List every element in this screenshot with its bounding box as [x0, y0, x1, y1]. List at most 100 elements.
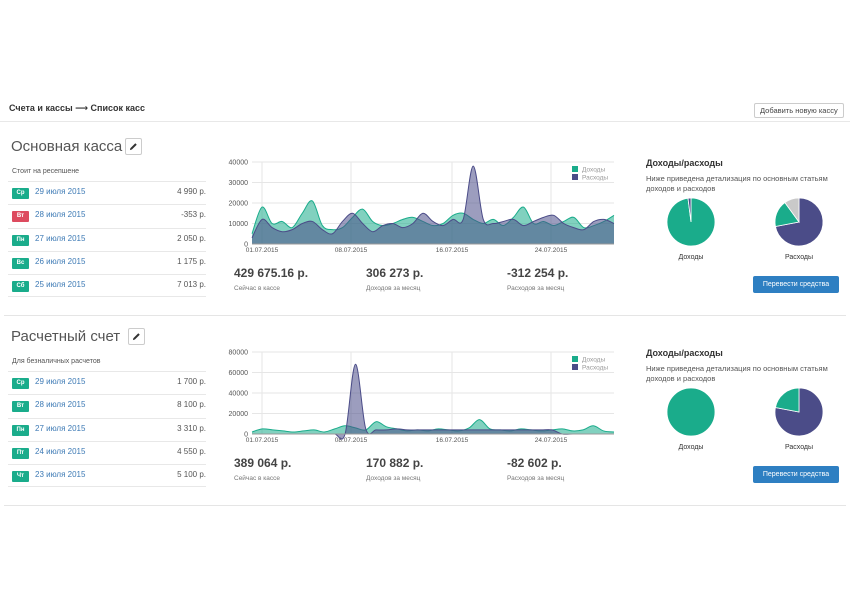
transfer-funds-button[interactable]: Перевести средства [753, 276, 839, 293]
weekday-badge: Вт [12, 401, 29, 413]
list-item[interactable]: Вт 28 июля 2015 8 100 р. [8, 394, 206, 417]
y-tick-label: 20000 [229, 411, 249, 418]
stat-block: 306 273 р. Доходов за месяц [366, 266, 423, 292]
pie-label: Расходы [784, 444, 814, 451]
expense-pie-chart [774, 387, 824, 437]
list-item[interactable]: Пн 27 июля 2015 2 050 р. [8, 227, 206, 251]
list-item[interactable]: Вт 28 июля 2015 -353 р. [8, 204, 206, 227]
list-item[interactable]: Вс 26 июля 2015 1 175 р. [8, 250, 206, 274]
x-tick-label: 01.07.2015 [246, 247, 279, 254]
date-link[interactable]: 28 июля 2015 [35, 210, 86, 220]
legend-swatch [572, 174, 578, 180]
amount: 3 310 р. [177, 423, 206, 433]
x-tick-label: 24.07.2015 [535, 247, 568, 254]
stat-block: -312 254 р. Расходов за месяц [507, 266, 568, 292]
pie-label: Доходы [678, 444, 704, 451]
y-tick-label: 0 [244, 432, 248, 439]
list-item[interactable]: Пт 24 июля 2015 4 550 р. [8, 440, 206, 464]
y-tick-label: 80000 [229, 350, 249, 357]
stat-value: 306 273 р. [366, 266, 424, 280]
x-tick-label: 16.07.2015 [436, 247, 469, 254]
list-item[interactable]: Ср 29 июля 2015 1 700 р. [8, 371, 206, 394]
stat-value: -312 254 р. [507, 266, 569, 280]
amount: 7 013 р. [177, 280, 206, 290]
date-link[interactable]: 26 июля 2015 [35, 256, 86, 266]
area-chart: 0 10000 20000 30000 40000 01.07.2015 08.07.201… [229, 160, 615, 254]
date-link[interactable]: 24 июля 2015 [35, 446, 86, 456]
series-line-expense [252, 363, 614, 440]
weekday-badge: Ср [12, 188, 29, 199]
expense-pie: Расходы [773, 386, 825, 451]
y-tick-label: 10000 [229, 221, 249, 228]
stat-label: Расходов за месяц [507, 285, 565, 292]
legend-label: Доходы [582, 167, 605, 174]
weekday-badge: Пн [12, 234, 29, 246]
date-link[interactable]: 23 июля 2015 [35, 470, 86, 480]
x-tick-label: 08.07.2015 [335, 437, 368, 444]
edit-button[interactable] [125, 138, 142, 155]
stat-block: 429 675.16 р. Сейчас в кассе [234, 266, 308, 292]
pies-description: Ниже приведена детализация по основным с… [646, 174, 828, 193]
series-area-expense [252, 166, 614, 244]
add-cashbox-button[interactable]: Добавить новую кассу [754, 103, 844, 118]
list-item[interactable]: Чт 23 июля 2015 5 100 р. [8, 464, 206, 488]
amount: 8 100 р. [177, 400, 206, 410]
pie-slice [666, 387, 716, 437]
y-tick-label: 60000 [229, 370, 249, 377]
section-subtitle: Стоит на ресепшене [12, 168, 80, 175]
x-tick-label: 24.07.2015 [535, 437, 568, 444]
amount: 1 175 р. [177, 256, 206, 266]
date-link[interactable]: 29 июля 2015 [35, 377, 86, 386]
date-link[interactable]: 28 июля 2015 [35, 400, 86, 410]
legend-swatch [572, 166, 578, 172]
y-tick-label: 40000 [229, 391, 249, 398]
top-bar: Счета и кассы ⟶ Список касс [0, 96, 850, 122]
expense-pie: Расходы [773, 196, 825, 261]
legend-swatch [572, 356, 578, 362]
x-tick-label: 16.07.2015 [436, 437, 469, 444]
pie-slice [774, 387, 824, 437]
y-tick-label: 0 [244, 242, 248, 249]
date-link[interactable]: 29 июля 2015 [35, 187, 86, 196]
transactions-list: Ср 29 июля 2015 1 700 р. Вт 28 июля 2015… [8, 371, 206, 488]
stat-value: 170 882 р. [366, 456, 424, 470]
amount: 5 100 р. [177, 470, 206, 480]
pie-slice [784, 197, 800, 224]
cashbox-section: Основная касса Стоит на ресепшене Ср 29 … [4, 126, 846, 316]
stat-value: 429 675.16 р. [234, 266, 309, 280]
income-pie-chart [666, 387, 716, 437]
stat-label: Расходов за месяц [507, 475, 565, 482]
edit-button[interactable] [128, 328, 145, 345]
date-link[interactable]: 25 июля 2015 [35, 280, 86, 290]
date-link[interactable]: 27 июля 2015 [35, 423, 86, 433]
stat-value: 389 064 р. [234, 456, 292, 470]
pencil-icon [132, 333, 140, 341]
legend-swatch [572, 364, 578, 370]
y-tick-label: 40000 [229, 160, 249, 167]
pies-title: Доходы/расходы [646, 158, 723, 168]
pies-description: Ниже приведена детализация по основным с… [646, 364, 828, 383]
weekday-badge: Пт [12, 447, 29, 459]
stat-label: Доходов за месяц [366, 285, 421, 292]
stat-label: Доходов за месяц [366, 475, 421, 482]
series-line-expense [251, 165, 615, 239]
stat-block: -82 602 р. Расходов за месяц [507, 456, 564, 482]
weekday-badge: Ср [12, 378, 29, 389]
date-link[interactable]: 27 июля 2015 [35, 233, 86, 243]
breadcrumb[interactable]: Счета и кассы ⟶ Список касс [9, 103, 146, 113]
weekday-badge: Вт [12, 211, 29, 223]
pencil-icon [129, 143, 137, 151]
weekday-badge: Вс [12, 257, 29, 269]
income-pie-chart [666, 197, 716, 247]
list-item[interactable]: Пн 27 июля 2015 3 310 р. [8, 417, 206, 441]
weekday-badge: Пн [12, 424, 29, 436]
weekday-badge: Чт [12, 471, 29, 483]
stat-label: Сейчас в кассе [234, 285, 280, 292]
weekday-badge: Сб [12, 281, 29, 293]
amount: 1 700 р. [177, 377, 206, 386]
list-item[interactable]: Сб 25 июля 2015 7 013 р. [8, 274, 206, 298]
stat-block: 389 064 р. Сейчас в кассе [234, 456, 291, 482]
section-subtitle: Для безналичных расчетов [12, 358, 101, 365]
list-item[interactable]: Ср 29 июля 2015 4 990 р. [8, 181, 206, 204]
transfer-funds-button[interactable]: Перевести средства [753, 466, 839, 483]
